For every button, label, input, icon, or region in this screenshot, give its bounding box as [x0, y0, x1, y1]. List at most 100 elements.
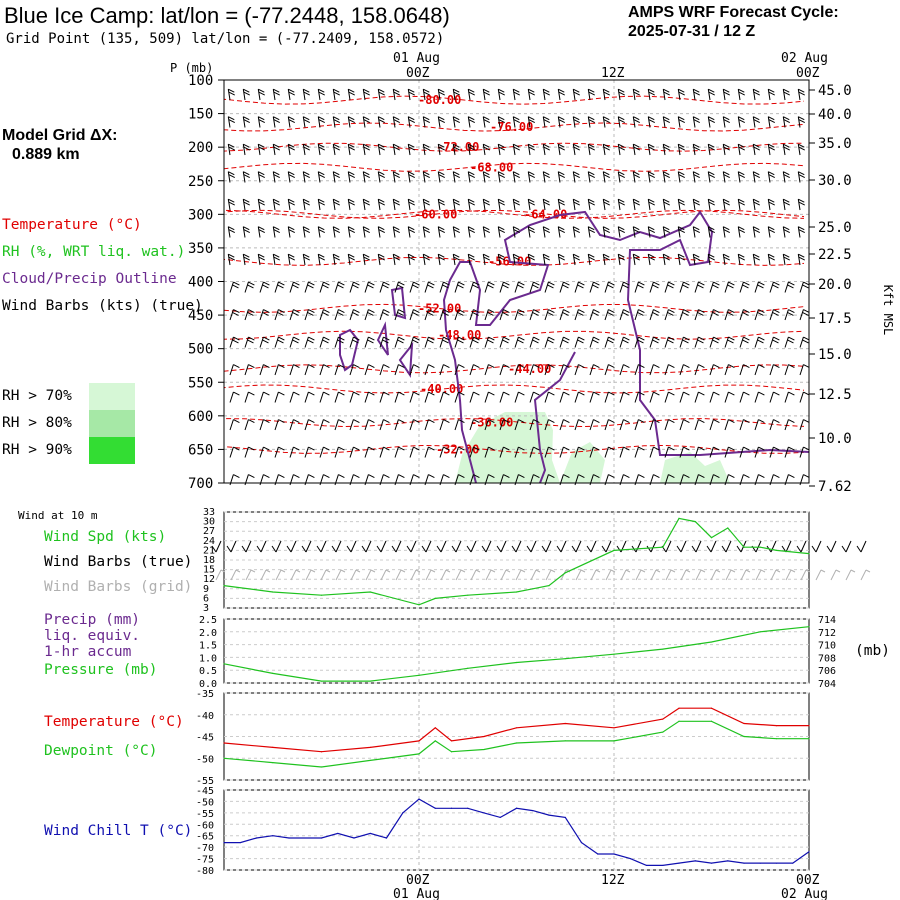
- wind-barb: [259, 364, 264, 376]
- wind-barb-flag: [608, 336, 615, 341]
- wind-barb: [602, 199, 606, 211]
- pressure-line-point: [223, 663, 225, 665]
- wind-barb-flag: [678, 116, 685, 121]
- wind-barb-flag: [278, 281, 285, 286]
- wind-barb: [347, 171, 351, 183]
- wind-barb-flag: [468, 119, 475, 124]
- wind-barb-flag: [841, 545, 847, 553]
- wind-barb-flag: [457, 339, 464, 344]
- wind-barb-flag: [243, 174, 250, 179]
- wind-barb-flag: [498, 171, 505, 176]
- wind-barb-flag: [558, 226, 565, 231]
- wind-barb: [394, 391, 399, 403]
- temperature-line-point: [515, 727, 518, 729]
- wind-barb-flag: [318, 229, 325, 234]
- height-tick-label: 10.0: [818, 431, 852, 447]
- wind-barb-flag: [638, 364, 645, 368]
- wind-barb-flag: [256, 545, 262, 553]
- wind-barb-flag: [728, 336, 735, 341]
- legend-dewpoint: Dewpoint (°C): [44, 743, 158, 759]
- wind-barb-flag: [727, 311, 734, 316]
- wind-barb: [514, 309, 519, 321]
- wind-barb-flag: [708, 229, 715, 234]
- wind-barb: [782, 199, 786, 211]
- wind-barb: [649, 309, 654, 321]
- wind-barb-flag: [503, 364, 510, 368]
- wind-barb: [467, 254, 471, 266]
- wind-barb: [259, 309, 264, 321]
- legend-rh70-label: RH > 70%: [2, 388, 72, 404]
- wind-barb-flag: [723, 198, 730, 203]
- wind-barb-flag: [413, 446, 420, 451]
- wind-barb-flag: [708, 143, 715, 148]
- wind-barb: [257, 226, 261, 238]
- wind-barb-flag: [466, 545, 472, 553]
- wind-barb-flag: [483, 256, 490, 261]
- wind-barb: [379, 364, 384, 376]
- wind-barb-flag: [706, 545, 712, 553]
- windchill-line-point: [515, 807, 518, 809]
- wind-barb: [319, 419, 324, 431]
- wind-barb: [572, 226, 576, 238]
- wind-barb-flag: [443, 364, 450, 368]
- wind-barb: [589, 309, 594, 321]
- wind-barb-flag: [663, 226, 670, 231]
- wind-barb-flag: [308, 446, 315, 451]
- wind-barb-flag: [303, 256, 310, 261]
- wind-barb-flag: [668, 446, 675, 451]
- wind-barb: [724, 281, 729, 293]
- wind-barb-flag: [648, 174, 655, 179]
- wind-barb-flag: [498, 119, 505, 124]
- wind-barb-flag: [678, 201, 685, 206]
- wind-barb: [542, 116, 546, 128]
- wind-barb-flag: [383, 391, 390, 396]
- wind-barb: [529, 309, 534, 321]
- height-tick-label: 15.0: [818, 347, 852, 363]
- wind-barb: [484, 309, 489, 321]
- wind-barb-flag: [293, 391, 300, 396]
- wind-barb: [650, 569, 657, 581]
- wind-barb-flag: [243, 91, 250, 96]
- wind-barb-flag: [738, 119, 745, 124]
- wind-barb-flag: [333, 171, 340, 176]
- mb-unit: (mb): [855, 643, 890, 659]
- wind-barb: [725, 569, 732, 581]
- wind-barb: [737, 226, 741, 238]
- wind-barb-flag: [758, 419, 765, 423]
- wind-barb-flag: [698, 281, 705, 286]
- wind-barb: [695, 540, 702, 553]
- wind-barb-flag: [713, 391, 720, 396]
- wind-barb-flag: [558, 91, 565, 96]
- wind-barb: [529, 336, 534, 348]
- wind-barb: [634, 309, 639, 321]
- wind-barb-flag: [398, 281, 405, 286]
- wind-barb-flag: [383, 281, 390, 286]
- wind-barb: [289, 281, 294, 293]
- wind-barb-flag: [518, 419, 525, 423]
- wind-barb-flag: [442, 311, 449, 316]
- wind-barb-flag: [233, 281, 240, 286]
- wind-barb: [407, 254, 411, 266]
- wind-barb-flag: [323, 309, 330, 313]
- wind-barb-flag: [323, 281, 330, 286]
- wind-barb-flag: [325, 569, 331, 573]
- wind-barb-flag: [445, 569, 451, 573]
- wind-barb-flag: [803, 419, 810, 423]
- wind-barb: [590, 540, 597, 553]
- wind-barb-flag: [308, 336, 315, 341]
- wind-barb: [739, 309, 744, 321]
- wind-barb-flag: [273, 253, 280, 258]
- wind-barb-flag: [458, 474, 465, 478]
- wind-barb-flag: [453, 91, 460, 96]
- wind-barb-flag: [738, 143, 745, 148]
- wind-barb: [482, 116, 486, 128]
- wind-barb-flag: [693, 174, 700, 179]
- wind-barb-flag: [663, 143, 670, 148]
- windchill-line-point: [564, 816, 566, 819]
- wind-barb: [724, 364, 729, 376]
- wind-barb: [557, 116, 561, 128]
- wind-barb-flag: [723, 226, 730, 231]
- wind-barb-flag: [348, 253, 355, 258]
- wind-barb: [767, 199, 771, 211]
- height-tick-label: 20.0: [818, 277, 852, 293]
